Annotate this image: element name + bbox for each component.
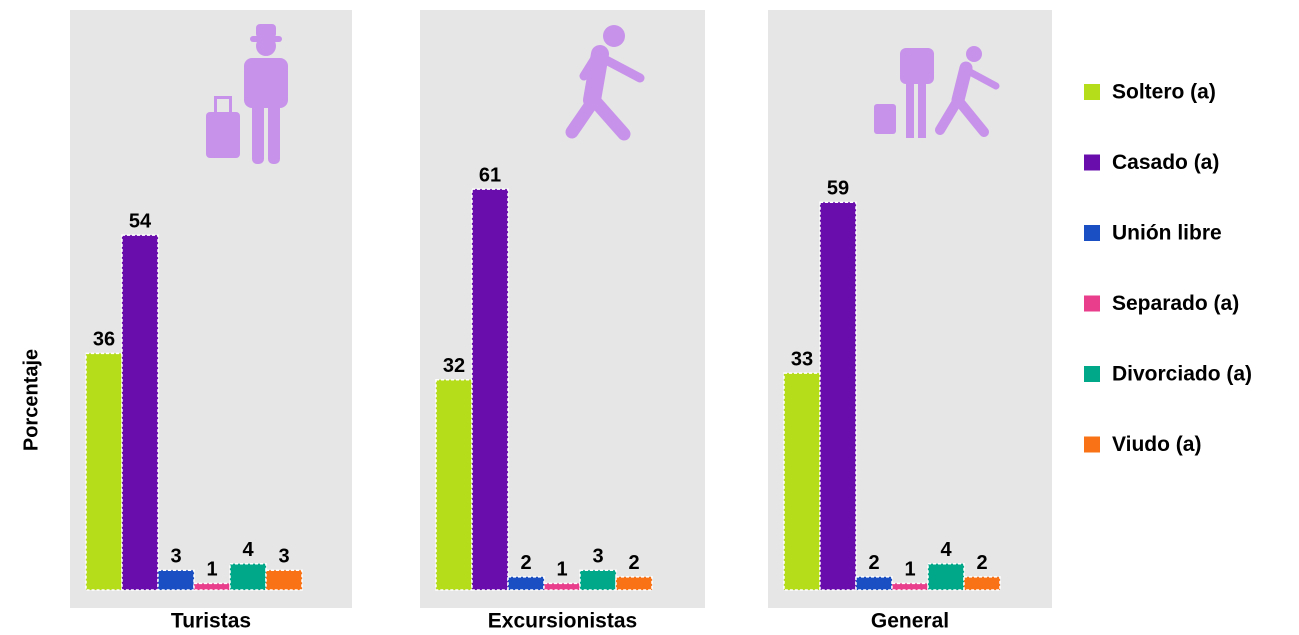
general-icon xyxy=(874,46,1000,138)
legend-swatch xyxy=(1084,154,1100,171)
bar xyxy=(891,582,929,591)
value-label: 54 xyxy=(129,210,152,232)
value-label: 4 xyxy=(242,539,254,561)
bar xyxy=(963,576,1001,591)
bar xyxy=(615,576,653,591)
bar xyxy=(435,378,473,591)
bar xyxy=(471,188,509,591)
bar xyxy=(819,201,857,591)
legend-label: Divorciado (a) xyxy=(1112,363,1252,386)
value-label: 3 xyxy=(592,546,603,568)
value-label: 1 xyxy=(206,559,217,581)
value-label: 4 xyxy=(940,539,952,561)
bar xyxy=(927,562,965,591)
legend-label: Separado (a) xyxy=(1112,292,1239,315)
bar xyxy=(855,576,893,591)
legend-label: Viudo (a) xyxy=(1112,433,1201,456)
value-label: 2 xyxy=(868,552,879,574)
bar xyxy=(543,582,581,591)
value-label: 33 xyxy=(791,348,813,370)
bar xyxy=(85,352,123,591)
value-label: 1 xyxy=(904,559,915,581)
legend-swatch xyxy=(1084,295,1100,312)
legend-swatch xyxy=(1084,436,1100,453)
bar xyxy=(579,569,617,591)
value-label: 59 xyxy=(827,178,849,200)
x-tick-label: General xyxy=(871,610,949,633)
legend-label: Soltero (a) xyxy=(1112,81,1216,104)
bar xyxy=(121,234,159,591)
value-label: 32 xyxy=(443,355,465,377)
legend-swatch xyxy=(1084,366,1100,382)
x-tick-label: Excursionistas xyxy=(488,610,637,633)
legend-label: Unión libre xyxy=(1112,222,1222,245)
value-label: 2 xyxy=(520,552,531,574)
legend-swatch xyxy=(1084,225,1100,241)
y-axis-label: Porcentaje xyxy=(20,349,42,451)
value-label: 61 xyxy=(479,164,501,186)
value-label: 1 xyxy=(556,559,567,581)
bar xyxy=(783,372,821,591)
bar xyxy=(507,576,545,591)
x-tick-label: Turistas xyxy=(171,610,251,633)
value-label: 3 xyxy=(278,546,289,568)
walker-icon xyxy=(565,25,645,141)
bar xyxy=(265,569,303,591)
bar xyxy=(193,582,231,591)
value-label: 36 xyxy=(93,329,115,351)
value-label: 2 xyxy=(628,552,639,574)
legend-label: Casado (a) xyxy=(1112,151,1219,174)
tourist-icon xyxy=(206,24,288,164)
value-label: 2 xyxy=(976,552,987,574)
legend-swatch xyxy=(1084,84,1100,100)
value-label: 3 xyxy=(170,546,181,568)
bar xyxy=(229,562,267,591)
bar xyxy=(157,569,195,591)
